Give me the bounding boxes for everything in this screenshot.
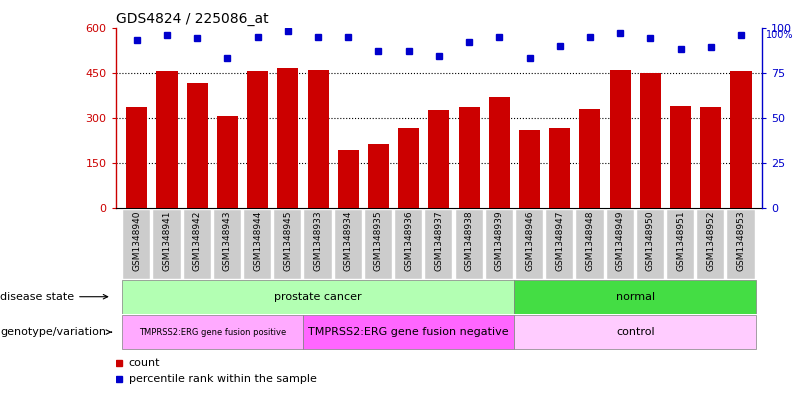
Bar <box>429 110 449 208</box>
Text: percentile rank within the sample: percentile rank within the sample <box>128 374 317 384</box>
FancyBboxPatch shape <box>667 210 694 279</box>
FancyBboxPatch shape <box>184 210 211 279</box>
Text: GSM1348940: GSM1348940 <box>132 210 141 271</box>
Bar <box>549 129 571 208</box>
FancyBboxPatch shape <box>697 210 725 279</box>
Text: GSM1348944: GSM1348944 <box>253 210 263 271</box>
FancyBboxPatch shape <box>515 315 756 349</box>
Text: GSM1348937: GSM1348937 <box>434 210 444 271</box>
Bar <box>187 83 207 208</box>
Bar <box>217 116 238 208</box>
Bar <box>610 70 630 208</box>
Text: GSM1348939: GSM1348939 <box>495 210 504 271</box>
Bar <box>368 143 389 208</box>
Bar <box>640 73 661 208</box>
Text: genotype/variation: genotype/variation <box>0 327 112 337</box>
Text: GSM1348948: GSM1348948 <box>586 210 595 271</box>
FancyBboxPatch shape <box>305 210 332 279</box>
Bar <box>670 106 691 208</box>
Bar <box>730 71 752 208</box>
Text: GSM1348945: GSM1348945 <box>283 210 292 271</box>
Text: GSM1348950: GSM1348950 <box>646 210 655 271</box>
Bar <box>579 109 600 208</box>
Bar <box>488 97 510 208</box>
Text: GSM1348934: GSM1348934 <box>344 210 353 271</box>
FancyBboxPatch shape <box>486 210 513 279</box>
FancyBboxPatch shape <box>425 210 452 279</box>
FancyBboxPatch shape <box>546 210 573 279</box>
FancyBboxPatch shape <box>303 315 515 349</box>
Text: GSM1348935: GSM1348935 <box>374 210 383 271</box>
Bar <box>519 130 540 208</box>
FancyBboxPatch shape <box>606 210 634 279</box>
Text: GSM1348933: GSM1348933 <box>314 210 322 271</box>
Bar <box>338 149 359 208</box>
FancyBboxPatch shape <box>122 280 515 314</box>
Text: GSM1348953: GSM1348953 <box>737 210 745 271</box>
Text: GSM1348946: GSM1348946 <box>525 210 534 271</box>
Bar <box>278 68 298 208</box>
Bar <box>307 70 329 208</box>
Text: GDS4824 / 225086_at: GDS4824 / 225086_at <box>116 13 268 26</box>
FancyBboxPatch shape <box>456 210 483 279</box>
FancyBboxPatch shape <box>123 210 151 279</box>
Text: prostate cancer: prostate cancer <box>275 292 362 302</box>
Text: GSM1348949: GSM1348949 <box>615 210 625 271</box>
Bar <box>247 71 268 208</box>
FancyBboxPatch shape <box>214 210 241 279</box>
Bar <box>459 107 480 208</box>
FancyBboxPatch shape <box>395 210 422 279</box>
Text: GSM1348952: GSM1348952 <box>706 210 715 271</box>
Text: count: count <box>128 358 160 368</box>
FancyBboxPatch shape <box>516 210 543 279</box>
Bar <box>126 107 148 208</box>
Bar <box>156 71 178 208</box>
FancyBboxPatch shape <box>515 280 756 314</box>
FancyBboxPatch shape <box>365 210 392 279</box>
FancyBboxPatch shape <box>122 315 303 349</box>
Text: TMPRSS2:ERG gene fusion negative: TMPRSS2:ERG gene fusion negative <box>308 327 509 337</box>
Text: GSM1348938: GSM1348938 <box>464 210 473 271</box>
Text: GSM1348951: GSM1348951 <box>676 210 685 271</box>
FancyBboxPatch shape <box>244 210 271 279</box>
FancyBboxPatch shape <box>153 210 180 279</box>
Text: GSM1348936: GSM1348936 <box>405 210 413 271</box>
FancyBboxPatch shape <box>275 210 302 279</box>
FancyBboxPatch shape <box>334 210 361 279</box>
Text: disease state: disease state <box>0 292 108 302</box>
Text: control: control <box>616 327 654 337</box>
FancyBboxPatch shape <box>576 210 603 279</box>
FancyBboxPatch shape <box>727 210 755 279</box>
Text: TMPRSS2:ERG gene fusion positive: TMPRSS2:ERG gene fusion positive <box>139 328 286 336</box>
Bar <box>398 129 419 208</box>
Text: GSM1348942: GSM1348942 <box>193 210 202 271</box>
Bar <box>700 107 721 208</box>
Text: GSM1348941: GSM1348941 <box>163 210 172 271</box>
Text: GSM1348947: GSM1348947 <box>555 210 564 271</box>
FancyBboxPatch shape <box>637 210 664 279</box>
Text: normal: normal <box>616 292 655 302</box>
Text: GSM1348943: GSM1348943 <box>223 210 232 271</box>
Text: 100%: 100% <box>766 30 794 40</box>
